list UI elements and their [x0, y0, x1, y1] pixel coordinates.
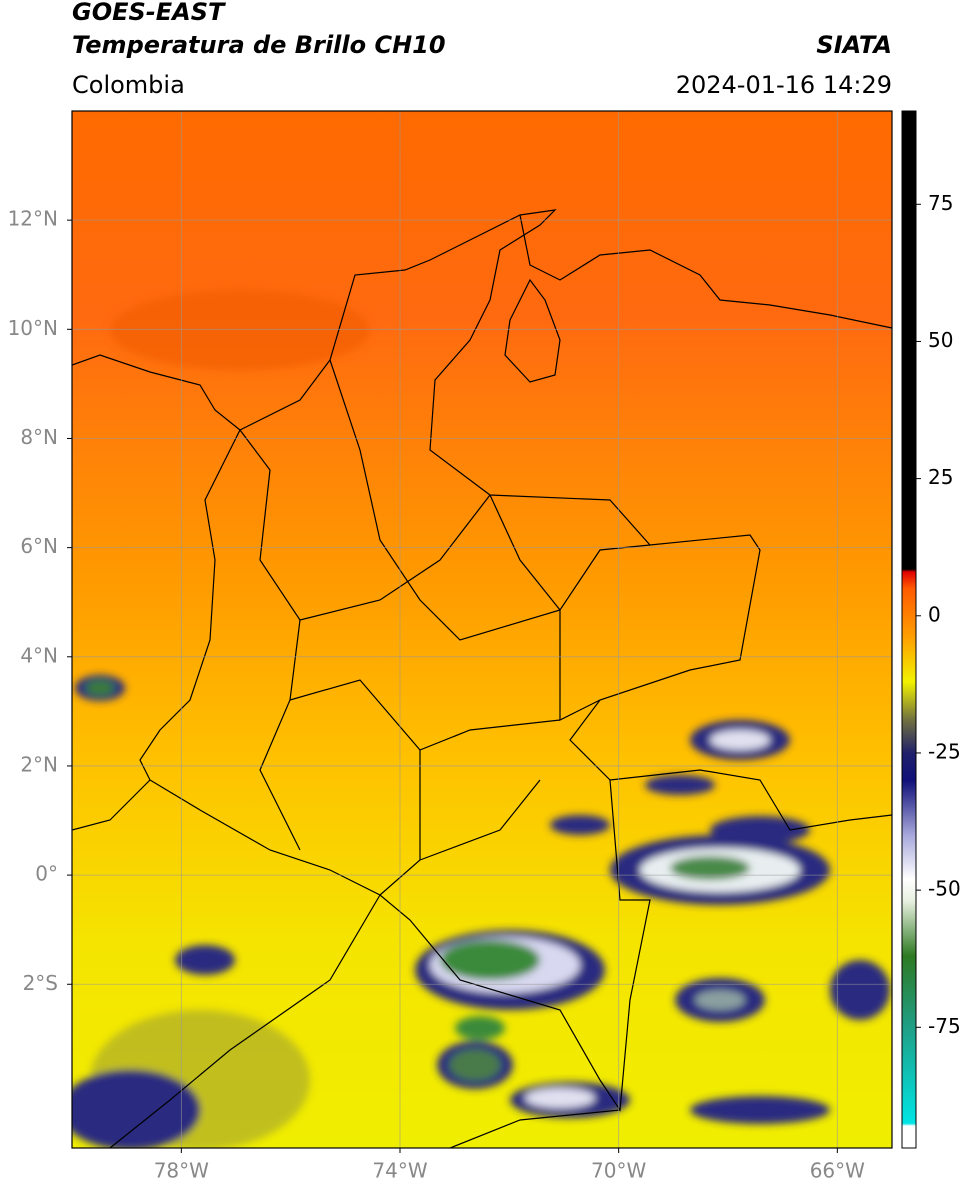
- y-tick-label: 2°S: [23, 971, 58, 995]
- clouds: [72, 290, 890, 1148]
- y-tick-label: 2°N: [20, 752, 58, 776]
- colorbar: [901, 110, 917, 1149]
- colorbar-label: 50: [928, 328, 953, 352]
- departments: [239, 359, 651, 896]
- x-tick-label: 78°W: [154, 1159, 209, 1183]
- x-tick-label: 70°W: [591, 1159, 646, 1183]
- colorbar-label: -50: [928, 877, 961, 901]
- colorbar-label: 25: [928, 465, 953, 489]
- region: Colombia: [72, 71, 185, 99]
- y-tick-label: 0°: [35, 862, 58, 886]
- y-tick-label: 10°N: [8, 316, 58, 340]
- satellite-image: [72, 111, 892, 1148]
- colorbar-label: 75: [928, 191, 953, 215]
- colorbar-label: -75: [928, 1014, 961, 1038]
- y-tick-label: 12°N: [8, 207, 58, 231]
- axes: 78°W 74°W 70°W 66°W 12°N 10°N 8°N 6°N 4°N 2°N 0° 2°…: [8, 111, 892, 1183]
- source: SIATA: [816, 31, 892, 59]
- colorbar-label: -25: [928, 739, 961, 763]
- subtitle: Temperatura de Brillo CH10: [72, 31, 446, 59]
- title: GOES-EAST: [72, 0, 226, 26]
- coastlines: [72, 214, 892, 1148]
- colorbar-label: 0: [928, 602, 941, 626]
- x-tick-label: 66°W: [810, 1159, 865, 1183]
- y-tick-label: 4°N: [20, 643, 58, 667]
- x-tick-label: 74°W: [372, 1159, 427, 1183]
- y-tick-label: 6°N: [20, 534, 58, 558]
- map-frame: [71, 110, 893, 1149]
- datetime: 2024-01-16 14:29: [676, 71, 892, 99]
- y-tick-label: 8°N: [20, 425, 58, 449]
